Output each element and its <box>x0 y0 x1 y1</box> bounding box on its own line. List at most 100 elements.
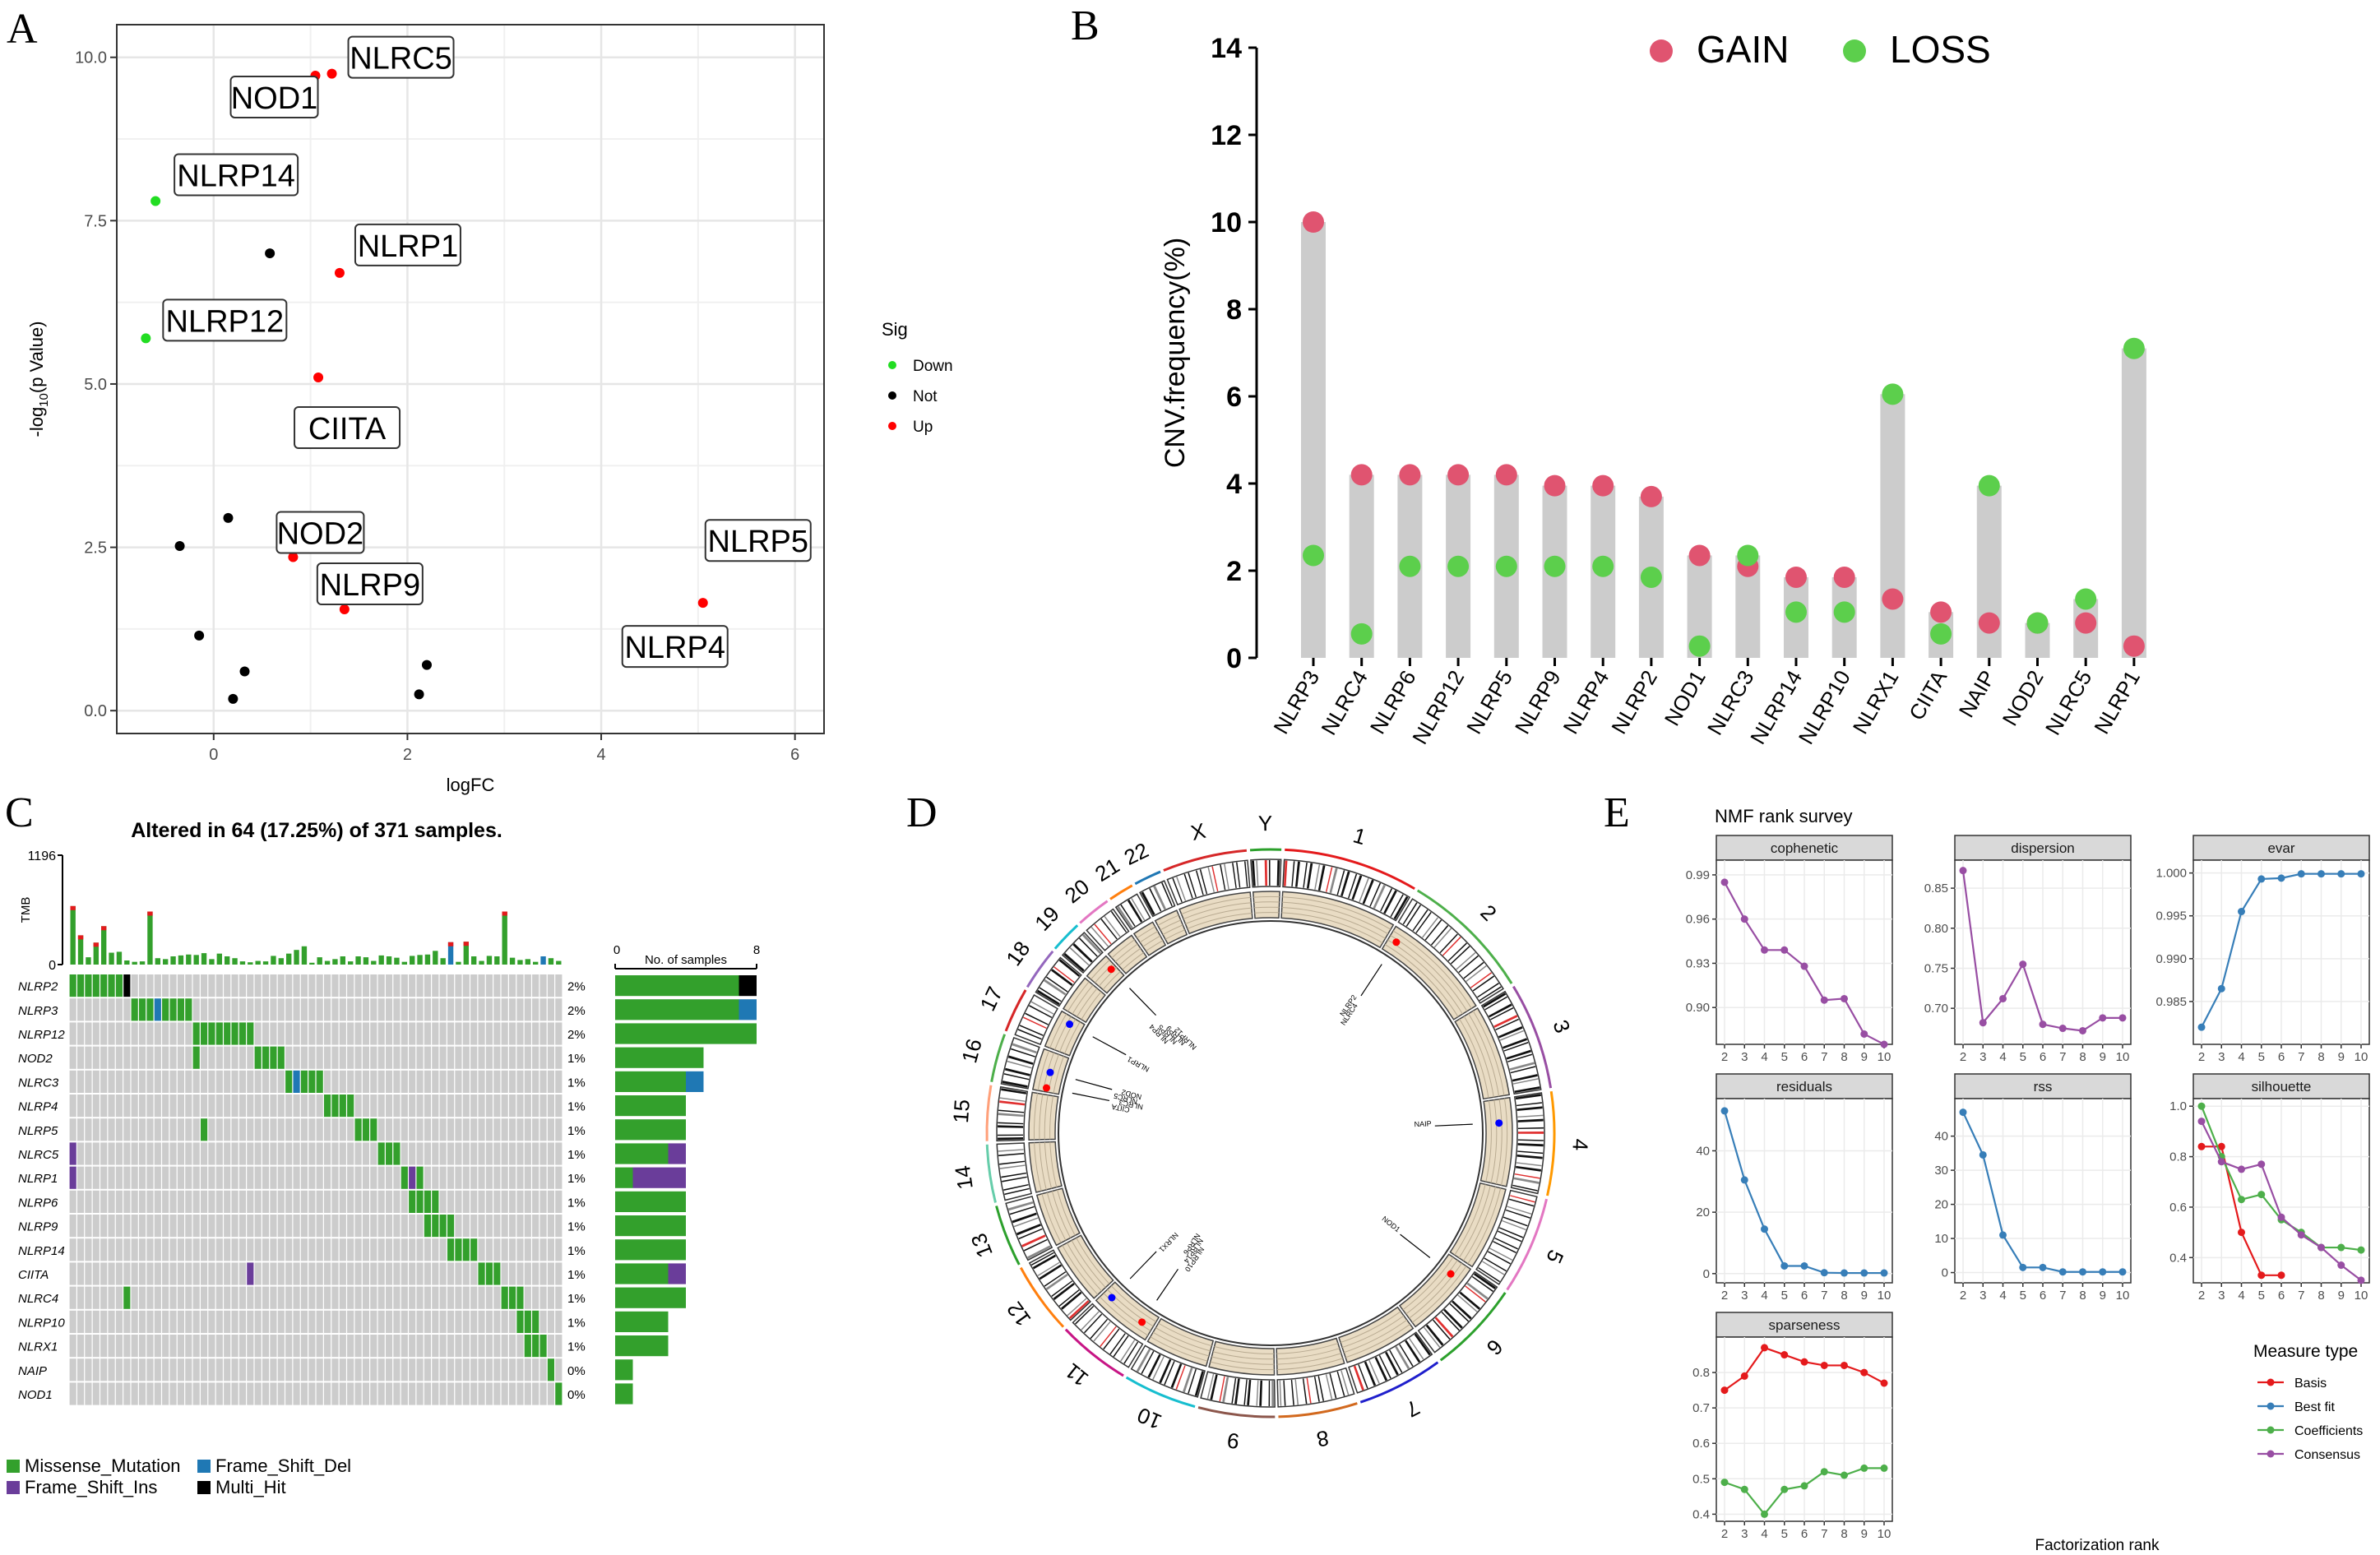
oncoplot-cell <box>462 1095 470 1118</box>
cytoband <box>1051 969 1073 986</box>
tmb-bar-cap <box>147 911 153 916</box>
oncoplot-cell <box>516 1215 524 1238</box>
oncoplot-cell <box>131 1286 138 1309</box>
oncoplot-cell <box>262 1070 270 1093</box>
cytoband <box>1256 1380 1259 1406</box>
oncoplot-cell <box>416 1142 424 1165</box>
legend-marker <box>888 391 896 400</box>
x-tick-label: 6 <box>1801 1050 1808 1064</box>
gain-point <box>1495 464 1517 486</box>
oncoplot-cell <box>162 1238 169 1261</box>
cytoband <box>1463 961 1484 979</box>
oncoplot-cell <box>377 1166 385 1189</box>
oncoplot-cell <box>416 1166 424 1189</box>
oncoplot-cell <box>316 1070 323 1093</box>
series-point <box>2277 874 2285 882</box>
oncoplot-cell <box>539 1142 547 1165</box>
gene-percent: 2% <box>567 980 586 994</box>
tmb-bar <box>471 956 477 965</box>
oncoplot-cell <box>362 1238 370 1261</box>
cytoband <box>999 1160 1026 1165</box>
cytoband <box>1421 917 1439 938</box>
x-tick-label: NLRP1 <box>2089 666 2145 738</box>
oncoplot-cell <box>177 1118 185 1141</box>
series-point <box>1860 1269 1868 1277</box>
chromosome-arc <box>1285 848 1415 891</box>
oncoplot-cell <box>76 1335 85 1358</box>
oncoplot-cell <box>115 1310 123 1333</box>
gene-label: NOD1 <box>1380 1215 1401 1233</box>
oncoplot-cell <box>516 1118 524 1141</box>
oncoplot-cell <box>347 1358 354 1381</box>
oncoplot-cell <box>478 1262 485 1285</box>
cytoband <box>1466 965 1487 983</box>
oncoplot-cell <box>501 1070 508 1093</box>
oncoplot-cell <box>439 1142 447 1165</box>
legend-swatch <box>197 1460 211 1473</box>
oncoplot-cell <box>138 1046 146 1069</box>
oncoplot-cell <box>532 1046 539 1069</box>
x-tick-label: 9 <box>1861 1527 1868 1541</box>
chromosome-label: 6 <box>1482 1335 1508 1360</box>
oncoplot-cell <box>215 1142 223 1165</box>
oncoplot-cell <box>123 1046 131 1069</box>
volcano-point <box>223 512 234 523</box>
loss-point <box>1350 622 1373 645</box>
cnv-track-gridline <box>1122 952 1144 970</box>
oncoplot-cell <box>516 1046 524 1069</box>
tmb-bar <box>93 942 99 965</box>
cytoband <box>1503 1216 1528 1227</box>
oncoplot-cell <box>339 1215 346 1238</box>
cnv-track-gridline <box>1033 1093 1039 1141</box>
series-point <box>2197 1102 2206 1110</box>
chromosome-label: 13 <box>965 1230 997 1261</box>
legend-label: Basis <box>2294 1377 2327 1391</box>
y-tick-label: 6 <box>1226 382 1242 413</box>
cytoband <box>1430 925 1449 946</box>
oncoplot-cell <box>92 1142 100 1165</box>
oncoplot-cell <box>162 1382 169 1405</box>
oncoplot-cell <box>316 1022 323 1045</box>
oncoplot-cell <box>85 1095 92 1118</box>
oncoplot-cell <box>432 974 439 997</box>
gene-percent: 1% <box>567 1340 586 1354</box>
cytoband <box>1317 865 1326 891</box>
y-tick-label: 40 <box>1934 1130 1948 1144</box>
cytoband <box>1032 1254 1057 1270</box>
oncoplot-cell <box>424 1358 432 1381</box>
cnv-bar <box>2121 348 2146 658</box>
chromosome-arc <box>995 1206 1021 1266</box>
oncoplot-cell <box>539 1286 547 1309</box>
cytoband <box>1044 1271 1067 1287</box>
cytoband <box>1007 1055 1034 1065</box>
sample-count-bar <box>615 1143 669 1164</box>
chromosome-arc <box>1249 848 1282 852</box>
oncoplot-cell <box>85 1238 92 1261</box>
sample-count-bar <box>615 975 739 997</box>
chromosome-label: X <box>1188 818 1208 845</box>
oncoplot-cell <box>439 1358 447 1381</box>
oncoplot-cell <box>208 1358 215 1381</box>
oncoplot-cell <box>277 1358 285 1381</box>
oncoplot-cell <box>108 1310 115 1333</box>
oncoplot-cell <box>485 1335 493 1358</box>
oncoplot-cell <box>547 974 555 997</box>
oncoplot-cell <box>247 1166 254 1189</box>
oncoplot-cell <box>478 1095 485 1118</box>
oncoplot-cell <box>277 1215 285 1238</box>
oncoplot-cell <box>123 1238 131 1261</box>
cytoband <box>1389 1349 1403 1373</box>
gene-name: NLRP6 <box>18 1196 58 1210</box>
oncoplot-cell <box>308 1238 316 1261</box>
oncoplot-cell <box>323 1310 331 1333</box>
oncoplot-cell <box>393 1166 401 1189</box>
oncoplot-cell <box>323 1022 331 1045</box>
oncoplot-cell <box>416 974 424 997</box>
oncoplot-cell <box>254 1238 262 1261</box>
oncoplot-cell <box>300 998 308 1021</box>
oncoplot-cell <box>354 1286 362 1309</box>
x-tick-label: 8 <box>2079 1289 2086 1303</box>
oncoplot-cell <box>208 1166 215 1189</box>
oncoplot-cell <box>524 1382 531 1405</box>
cnv-track-gridline <box>1162 924 1183 935</box>
